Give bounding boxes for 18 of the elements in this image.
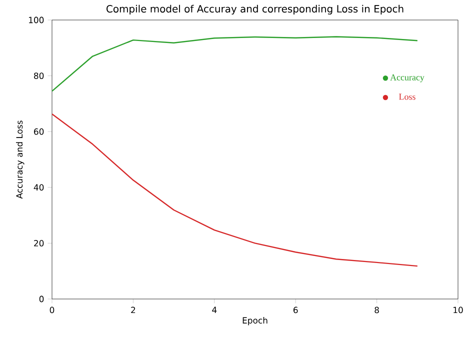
y-axis-title: Accuracy and Loss xyxy=(16,120,24,199)
chart-title: Compile model of Accuray and corresponding Loss in Epoch xyxy=(106,4,404,15)
x-tick-label: 8 xyxy=(374,306,379,314)
y-tick-label: 40 xyxy=(34,184,44,191)
x-tick-label: 0 xyxy=(50,306,54,314)
y-tick-label: 60 xyxy=(34,128,44,135)
y-tick-label: 100 xyxy=(29,16,44,24)
x-axis-title: Epoch xyxy=(242,317,268,326)
x-tick-label: 2 xyxy=(131,306,136,314)
y-tick-label: 20 xyxy=(34,240,44,246)
y-tick-label: 80 xyxy=(34,72,44,80)
x-tick-label: 4 xyxy=(212,306,217,313)
legend-label: Accuracy xyxy=(390,74,424,82)
x-tick-label: 6 xyxy=(294,306,298,314)
y-tick-label: 0 xyxy=(39,296,44,302)
x-tick-label: 10 xyxy=(454,306,463,314)
line-series xyxy=(52,113,418,267)
legend-label: Loss xyxy=(399,94,416,100)
